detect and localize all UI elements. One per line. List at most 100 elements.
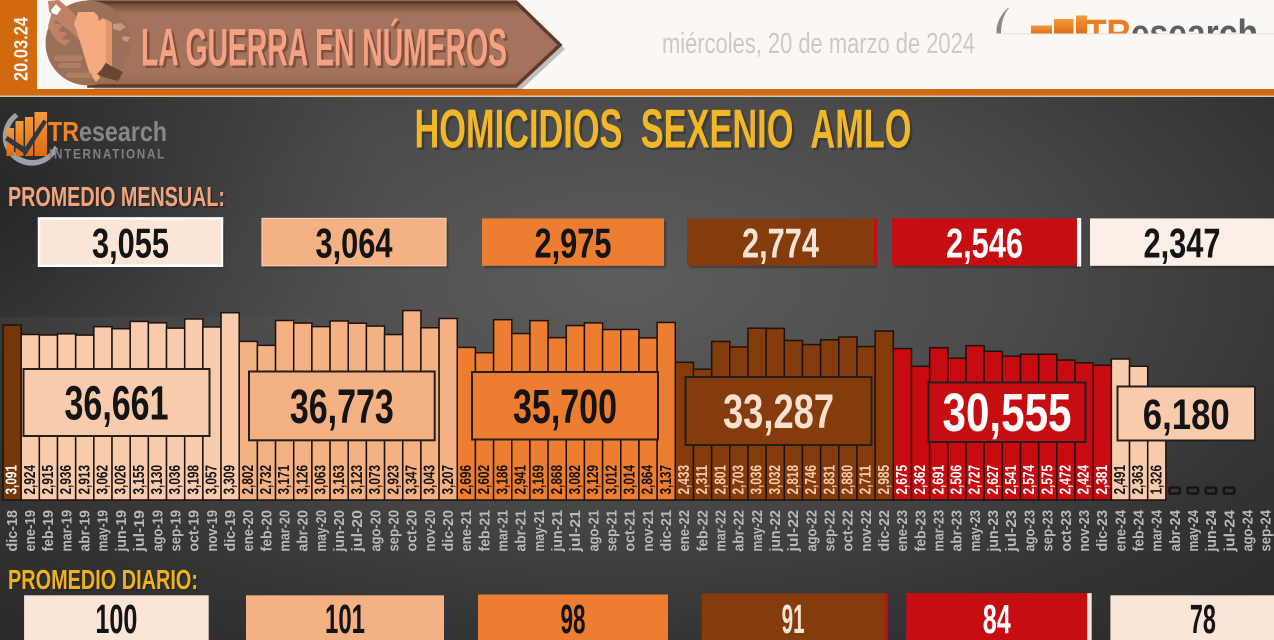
- svg-text:feb-24: feb-24: [1130, 509, 1147, 551]
- svg-text:1,326: 1,326: [1148, 465, 1165, 495]
- svg-text:dic-22: dic-22: [876, 510, 893, 552]
- svg-text:3,155: 3,155: [131, 465, 148, 495]
- svg-text:abr-24: abr-24: [1167, 509, 1184, 551]
- svg-text:PROMEDIO DIARIO:: PROMEDIO DIARIO:: [8, 564, 198, 595]
- svg-text:miércoles, 20 de marzo de 2024: miércoles, 20 de marzo de 2024: [662, 28, 975, 60]
- svg-text:3,198: 3,198: [185, 465, 202, 495]
- svg-text:3,026: 3,026: [113, 465, 130, 495]
- svg-text:dic-21: dic-21: [658, 510, 675, 552]
- svg-text:feb-22: feb-22: [694, 510, 711, 552]
- svg-text:3,063: 3,063: [313, 465, 330, 495]
- svg-text:dic-23: dic-23: [1094, 510, 1111, 552]
- svg-text:101: 101: [325, 596, 365, 640]
- svg-text:sep-19: sep-19: [167, 510, 184, 552]
- svg-text:ago-19: ago-19: [149, 510, 166, 552]
- svg-text:2,818: 2,818: [785, 465, 802, 495]
- svg-text:3,126: 3,126: [294, 465, 311, 495]
- svg-text:abr-19: abr-19: [77, 510, 94, 552]
- svg-text:ene-21: ene-21: [458, 510, 475, 552]
- svg-text:2,491: 2,491: [1112, 465, 1129, 495]
- svg-text:2,868: 2,868: [549, 465, 566, 495]
- svg-text:abr-20: abr-20: [295, 510, 312, 552]
- svg-text:3,123: 3,123: [349, 465, 366, 495]
- svg-text:2,975: 2,975: [535, 220, 612, 267]
- svg-text:LA GUERRA EN NÚMEROS: LA GUERRA EN NÚMEROS: [141, 19, 507, 78]
- svg-text:2,541: 2,541: [1003, 465, 1020, 495]
- svg-text:jul-19: jul-19: [131, 510, 148, 553]
- svg-text:TResearch: TResearch: [48, 116, 167, 147]
- svg-text:mar-23: mar-23: [931, 510, 948, 552]
- svg-text:2,915: 2,915: [40, 465, 57, 495]
- svg-text:100: 100: [95, 596, 137, 640]
- svg-text:ago-24: ago-24: [1239, 509, 1256, 551]
- svg-text:sep-20: sep-20: [385, 510, 402, 552]
- svg-text:2,880: 2,880: [840, 465, 857, 495]
- svg-text:2,575: 2,575: [1039, 465, 1056, 495]
- svg-text:jun-19: jun-19: [113, 510, 130, 552]
- svg-text:2,675: 2,675: [894, 465, 911, 495]
- svg-text:may-21: may-21: [531, 510, 548, 552]
- svg-text:2,732: 2,732: [258, 465, 275, 495]
- svg-text:3,062: 3,062: [95, 465, 112, 495]
- svg-text:2,746: 2,746: [803, 465, 820, 495]
- svg-text:2,433: 2,433: [676, 465, 693, 495]
- svg-text:ago-22: ago-22: [803, 510, 820, 552]
- svg-text:PROMEDIO MENSUAL:: PROMEDIO MENSUAL:: [8, 181, 225, 212]
- svg-text:ene-20: ene-20: [240, 510, 257, 552]
- svg-text:dic-18: dic-18: [4, 510, 21, 552]
- svg-text:2,311: 2,311: [694, 465, 711, 495]
- svg-text:2,691: 2,691: [930, 465, 947, 495]
- svg-text:35,700: 35,700: [513, 380, 617, 434]
- svg-text:PROMEDIO MENSUAL:: PROMEDIO MENSUAL:: [10, 183, 227, 214]
- svg-text:abr-21: abr-21: [513, 510, 530, 552]
- svg-text:ene-22: ene-22: [676, 510, 693, 552]
- svg-text:2,727: 2,727: [967, 465, 984, 495]
- svg-text:TResearch: TResearch: [1086, 13, 1258, 55]
- svg-text:feb-20: feb-20: [258, 510, 275, 552]
- svg-text:ene-19: ene-19: [22, 510, 39, 552]
- svg-text:3,064: 3,064: [316, 220, 393, 267]
- svg-text:may-20: may-20: [313, 510, 330, 552]
- svg-text:78: 78: [1190, 596, 1216, 640]
- svg-text:2,574: 2,574: [1021, 465, 1038, 495]
- svg-text:feb-23: feb-23: [912, 510, 929, 552]
- svg-text:6,180: 6,180: [1143, 391, 1230, 439]
- svg-text:2,936: 2,936: [58, 465, 75, 495]
- svg-text:3,012: 3,012: [603, 465, 620, 495]
- svg-text:3,186: 3,186: [494, 465, 511, 495]
- svg-text:nov-19: nov-19: [204, 510, 221, 552]
- svg-text:oct-23: oct-23: [1058, 510, 1075, 552]
- svg-text:2,831: 2,831: [821, 465, 838, 495]
- svg-text:oct-19: oct-19: [186, 510, 203, 552]
- svg-text:HOMICIDIOS SEXENIO AMLO: HOMICIDIOS SEXENIO AMLO: [417, 100, 914, 162]
- svg-text:jul-20: jul-20: [349, 510, 366, 553]
- svg-text:dic-19: dic-19: [222, 510, 239, 552]
- svg-text:jun-22: jun-22: [767, 510, 784, 552]
- svg-text:nov-21: nov-21: [640, 510, 657, 552]
- svg-text:3,169: 3,169: [531, 465, 548, 495]
- svg-text:3,055: 3,055: [92, 220, 169, 267]
- svg-text:2,703: 2,703: [730, 465, 747, 495]
- svg-text:abr-22: abr-22: [731, 510, 748, 552]
- svg-text:may-23: may-23: [967, 510, 984, 552]
- svg-text:2,913: 2,913: [76, 465, 93, 495]
- svg-text:98: 98: [561, 596, 586, 640]
- svg-text:2,985: 2,985: [876, 465, 893, 495]
- svg-text:20.03.24: 20.03.24: [12, 17, 33, 81]
- svg-text:3,130: 3,130: [149, 465, 166, 495]
- svg-text:36,773: 36,773: [290, 380, 394, 434]
- svg-text:2,924: 2,924: [22, 465, 39, 495]
- svg-text:3,137: 3,137: [658, 465, 675, 495]
- svg-text:feb-21: feb-21: [476, 510, 493, 552]
- svg-text:2,864: 2,864: [640, 465, 657, 495]
- svg-text:sep-24: sep-24: [1258, 509, 1274, 551]
- svg-text:mar-20: mar-20: [276, 510, 293, 552]
- svg-text:2,774: 2,774: [742, 220, 819, 267]
- svg-text:33,287: 33,287: [723, 385, 834, 439]
- svg-text:ago-21: ago-21: [585, 510, 602, 552]
- svg-text:3,091: 3,091: [4, 465, 21, 495]
- svg-text:36,661: 36,661: [65, 377, 169, 431]
- svg-text:3,036: 3,036: [167, 465, 184, 495]
- svg-text:2,472: 2,472: [1058, 465, 1075, 495]
- svg-text:2,923: 2,923: [385, 465, 402, 495]
